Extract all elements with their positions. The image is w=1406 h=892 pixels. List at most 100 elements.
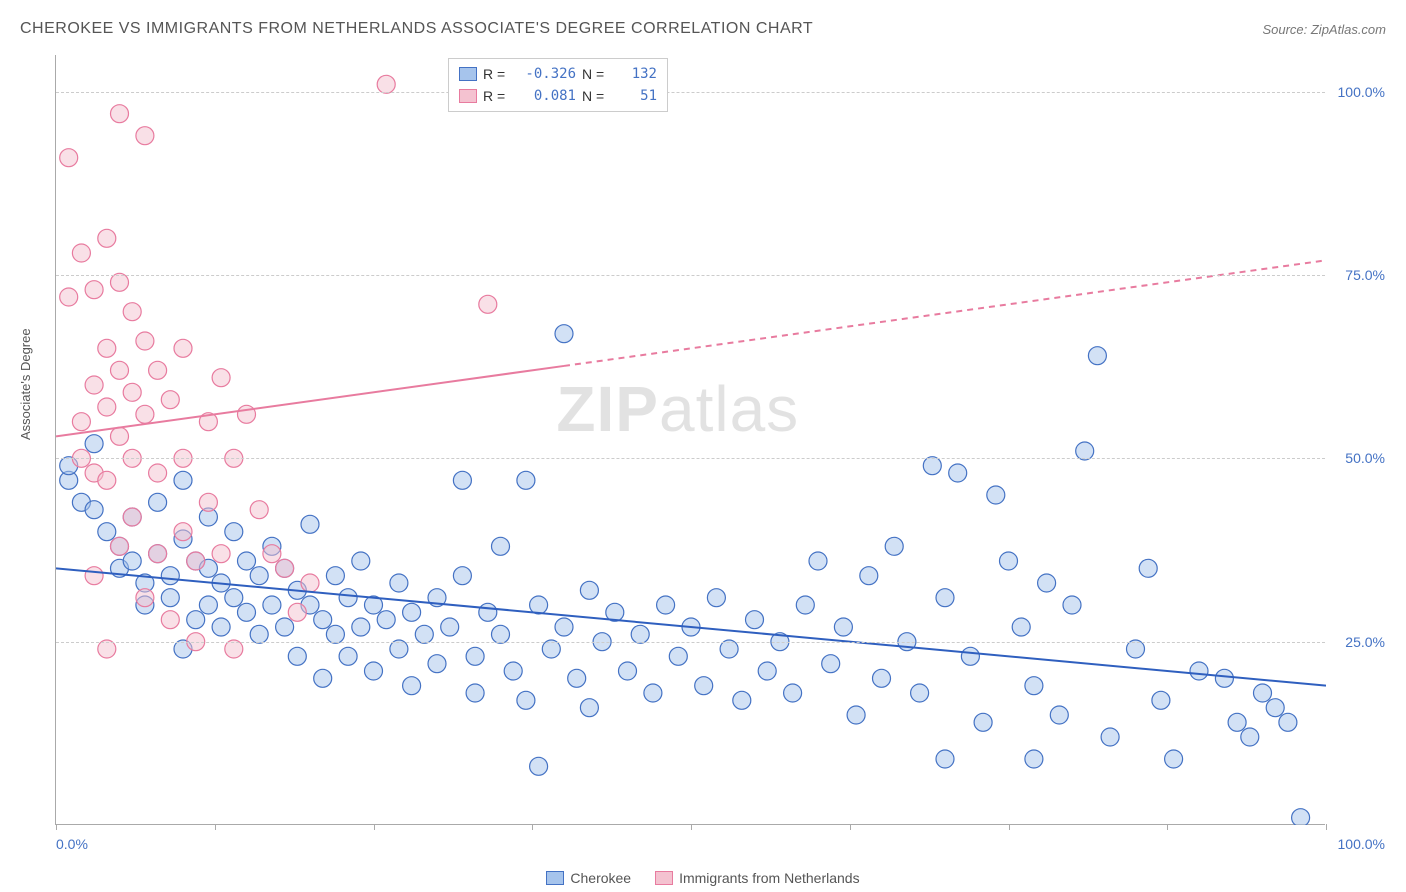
data-point — [885, 537, 903, 555]
x-tick — [1326, 824, 1327, 830]
data-point — [288, 603, 306, 621]
data-point — [695, 677, 713, 695]
data-point — [301, 574, 319, 592]
data-point — [1215, 669, 1233, 687]
data-point — [326, 567, 344, 585]
data-point — [111, 105, 129, 123]
data-point — [1228, 713, 1246, 731]
data-point — [136, 405, 154, 423]
data-point — [428, 655, 446, 673]
data-point — [149, 464, 167, 482]
data-point — [784, 684, 802, 702]
data-point — [390, 574, 408, 592]
x-tick-label: 100.0% — [1338, 836, 1385, 852]
data-point — [1266, 699, 1284, 717]
legend-r-value-1: 0.081 — [521, 88, 576, 104]
trend-line-dashed — [564, 260, 1326, 366]
data-point — [415, 625, 433, 643]
data-point — [1025, 677, 1043, 695]
legend-stats-row-0: R = -0.326 N = 132 — [459, 63, 657, 85]
data-point — [72, 244, 90, 262]
data-point — [758, 662, 776, 680]
data-point — [530, 757, 548, 775]
data-point — [1076, 442, 1094, 460]
data-point — [149, 361, 167, 379]
data-point — [834, 618, 852, 636]
x-tick — [374, 824, 375, 830]
data-point — [276, 559, 294, 577]
legend-n-label-0: N = — [582, 66, 614, 82]
gridline — [56, 642, 1325, 643]
data-point — [199, 596, 217, 614]
data-point — [123, 303, 141, 321]
data-point — [85, 376, 103, 394]
data-point — [98, 339, 116, 357]
data-point — [85, 435, 103, 453]
data-point — [123, 552, 141, 570]
data-point — [530, 596, 548, 614]
data-point — [1165, 750, 1183, 768]
legend-label-0: Cherokee — [570, 870, 631, 886]
data-point — [263, 596, 281, 614]
data-point — [403, 677, 421, 695]
swatch-series-0 — [459, 67, 477, 81]
data-point — [212, 545, 230, 563]
source-name: ZipAtlas.com — [1311, 22, 1386, 37]
data-point — [403, 603, 421, 621]
data-point — [174, 339, 192, 357]
data-point — [847, 706, 865, 724]
legend-item-0: Cherokee — [546, 870, 631, 886]
legend-n-value-0: 132 — [622, 66, 657, 82]
legend-r-label-1: R = — [483, 88, 515, 104]
x-tick — [532, 824, 533, 830]
data-point — [453, 471, 471, 489]
data-point — [288, 647, 306, 665]
data-point — [276, 618, 294, 636]
data-point — [707, 589, 725, 607]
data-point — [60, 288, 78, 306]
data-point — [339, 647, 357, 665]
data-point — [949, 464, 967, 482]
x-tick — [691, 824, 692, 830]
swatch-bottom-0 — [546, 871, 564, 885]
data-point — [657, 596, 675, 614]
data-point — [555, 618, 573, 636]
y-tick-label: 50.0% — [1345, 450, 1385, 466]
data-point — [149, 545, 167, 563]
data-point — [644, 684, 662, 702]
data-point — [187, 611, 205, 629]
data-point — [974, 713, 992, 731]
data-point — [98, 640, 116, 658]
data-point — [746, 611, 764, 629]
data-point — [212, 369, 230, 387]
data-point — [174, 471, 192, 489]
data-point — [187, 552, 205, 570]
data-point — [123, 383, 141, 401]
data-point — [466, 684, 484, 702]
data-point — [796, 596, 814, 614]
data-point — [720, 640, 738, 658]
data-point — [98, 471, 116, 489]
gridline — [56, 275, 1325, 276]
data-point — [1127, 640, 1145, 658]
data-point — [377, 75, 395, 93]
data-point — [314, 669, 332, 687]
data-point — [238, 405, 256, 423]
x-tick — [56, 824, 57, 830]
data-point — [580, 699, 598, 717]
data-point — [377, 611, 395, 629]
data-point — [263, 545, 281, 563]
data-point — [809, 552, 827, 570]
data-point — [441, 618, 459, 636]
data-point — [161, 567, 179, 585]
data-point — [314, 611, 332, 629]
data-point — [136, 127, 154, 145]
data-point — [85, 281, 103, 299]
data-point — [225, 640, 243, 658]
data-point — [161, 391, 179, 409]
data-point — [238, 552, 256, 570]
data-point — [1101, 728, 1119, 746]
data-point — [250, 567, 268, 585]
data-point — [1000, 552, 1018, 570]
legend-stats: R = -0.326 N = 132 R = 0.081 N = 51 — [448, 58, 668, 112]
